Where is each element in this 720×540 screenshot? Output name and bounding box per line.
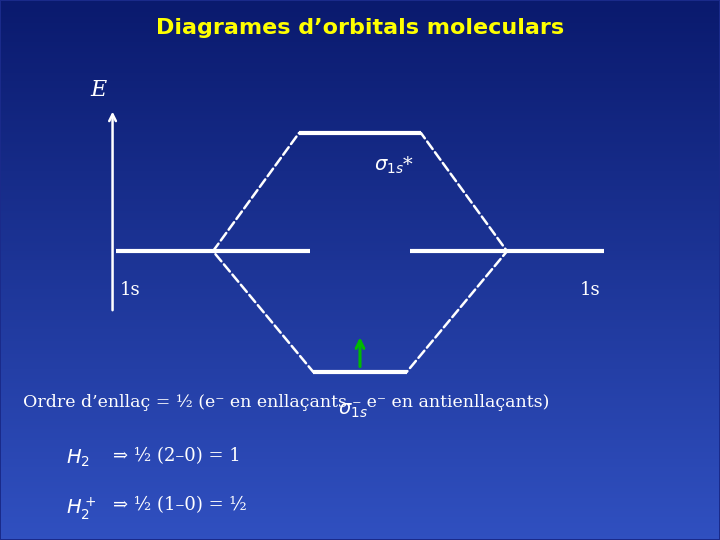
Text: $H_2^+$: $H_2^+$	[66, 496, 96, 522]
Text: 1s: 1s	[580, 281, 600, 299]
Text: $\sigma_{1s}$*: $\sigma_{1s}$*	[374, 154, 415, 176]
Text: ⇒ ½ (2–0) = 1: ⇒ ½ (2–0) = 1	[112, 447, 240, 465]
Text: E: E	[90, 79, 107, 101]
Text: Ordre d’enllaç = ½ (e⁻ en enllaçants – e⁻ en antienllaçants): Ordre d’enllaç = ½ (e⁻ en enllaçants – e…	[23, 394, 549, 410]
Text: $H_2$: $H_2$	[66, 447, 90, 469]
Text: Diagrames d’orbitals moleculars: Diagrames d’orbitals moleculars	[156, 17, 564, 37]
Text: 1s: 1s	[120, 281, 140, 299]
Text: $\sigma_{1s}$: $\sigma_{1s}$	[338, 402, 368, 420]
Text: ⇒ ½ (1–0) = ½: ⇒ ½ (1–0) = ½	[112, 496, 246, 514]
